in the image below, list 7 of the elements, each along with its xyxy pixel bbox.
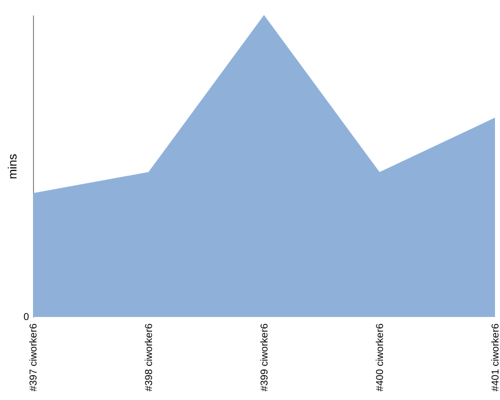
x-tick-label: #400 ciworker6 [375,323,386,392]
x-tick-label: #397 ciworker6 [28,323,40,392]
x-tick-label: #399 ciworker6 [260,323,270,392]
annotation: 0 [23,312,30,323]
x-tick-label: #398 ciworker6 [144,323,155,392]
y-axis-title: mins [6,154,20,180]
x-tick-label: #401 ciworker6 [490,323,500,392]
